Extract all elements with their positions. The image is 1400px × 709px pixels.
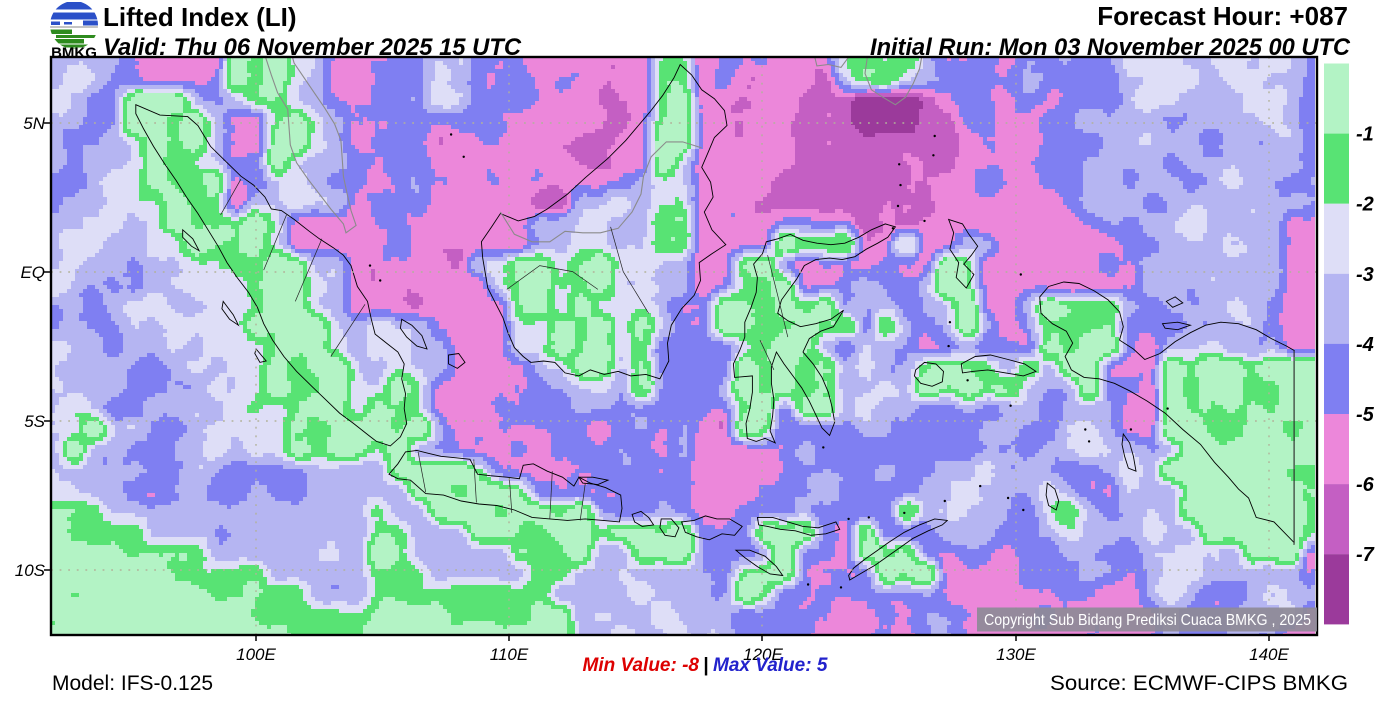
svg-text:5N: 5N: [23, 114, 45, 133]
svg-text:-1: -1: [1356, 124, 1374, 146]
svg-text:-7: -7: [1356, 544, 1375, 566]
svg-text:130E: 130E: [996, 645, 1036, 664]
svg-text:-4: -4: [1356, 334, 1374, 356]
svg-text:Copyright Sub Bidang Prediksi: Copyright Sub Bidang Prediksi Cuaca BMKG…: [984, 612, 1311, 629]
svg-text:-5: -5: [1356, 404, 1375, 426]
svg-text:Lifted Index (LI): Lifted Index (LI): [103, 2, 297, 32]
svg-text:Min Value: -8: Min Value: -8: [583, 655, 700, 676]
svg-text:Valid: Thu 06 November 2025 15: Valid: Thu 06 November 2025 15 UTC: [103, 34, 522, 61]
svg-text:120E: 120E: [743, 645, 783, 664]
svg-text:Source: ECMWF-CIPS BMKG: Source: ECMWF-CIPS BMKG: [1050, 672, 1348, 695]
svg-text:140E: 140E: [1249, 645, 1289, 664]
svg-text:Forecast Hour: +087: Forecast Hour: +087: [1097, 1, 1348, 31]
svg-text:Model: IFS-0.125: Model: IFS-0.125: [52, 672, 213, 695]
svg-text:BMKG: BMKG: [51, 45, 97, 62]
svg-text:110E: 110E: [490, 645, 529, 664]
svg-text:-2: -2: [1356, 194, 1374, 216]
svg-text:10S: 10S: [15, 561, 46, 580]
svg-text:-3: -3: [1356, 264, 1374, 286]
svg-text:EQ: EQ: [20, 263, 45, 282]
svg-text:5S: 5S: [24, 412, 45, 431]
svg-text:Max Value: 5: Max Value: 5: [713, 655, 828, 676]
svg-text:|: |: [703, 655, 708, 676]
svg-text:Initial Run: Mon 03 November 2: Initial Run: Mon 03 November 2025 00 UTC: [870, 34, 1351, 61]
svg-text:-6: -6: [1356, 474, 1375, 496]
svg-text:100E: 100E: [236, 645, 276, 664]
